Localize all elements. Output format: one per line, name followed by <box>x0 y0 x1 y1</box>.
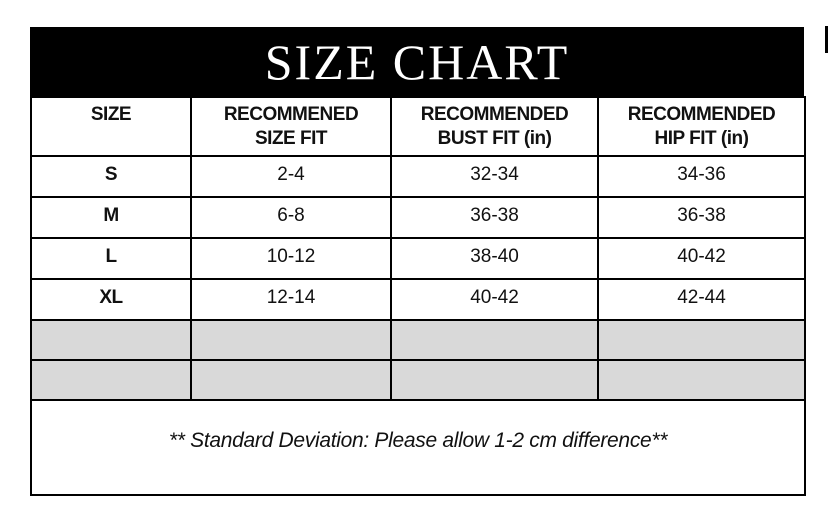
header-row: SIZE RECOMMENED SIZE FIT RECOMMENDED BUS… <box>30 96 806 157</box>
empty-cell <box>190 359 392 401</box>
table-row-m: M 6-8 36-38 36-38 <box>30 196 806 239</box>
size-label: M <box>30 196 192 239</box>
empty-cell <box>390 359 599 401</box>
empty-row <box>30 359 806 401</box>
header-line: BUST FIT (in) <box>437 128 552 149</box>
bust-fit-value: 32-34 <box>390 155 599 198</box>
bust-fit-value: 38-40 <box>390 237 599 280</box>
size-fit-value: 12-14 <box>190 278 392 321</box>
standard-deviation-note: ** Standard Deviation: Please allow 1-2 … <box>30 399 806 496</box>
header-line: RECOMMENDED <box>420 104 569 125</box>
size-chart-table: SIZE RECOMMENED SIZE FIT RECOMMENDED BUS… <box>30 96 806 496</box>
empty-cell <box>30 359 192 401</box>
hip-fit-value: 42-44 <box>597 278 806 321</box>
size-chart-title-banner: SIZE CHART <box>30 27 804 96</box>
hip-fit-value: 40-42 <box>597 237 806 280</box>
cut-off-element-edge-mark <box>825 26 828 53</box>
column-header-size-fit: RECOMMENED SIZE FIT <box>190 96 392 157</box>
size-fit-value: 10-12 <box>190 237 392 280</box>
table-row-l: L 10-12 38-40 40-42 <box>30 237 806 280</box>
header-line: SIZE <box>90 104 132 125</box>
empty-cell <box>390 319 599 361</box>
empty-cell <box>597 359 806 401</box>
table-row-xl: XL 12-14 40-42 42-44 <box>30 278 806 321</box>
note-row: ** Standard Deviation: Please allow 1-2 … <box>30 399 806 496</box>
table-row-s: S 2-4 32-34 34-36 <box>30 155 806 198</box>
bust-fit-value: 36-38 <box>390 196 599 239</box>
column-header-hip-fit: RECOMMENDED HIP FIT (in) <box>597 96 806 157</box>
hip-fit-value: 34-36 <box>597 155 806 198</box>
column-header-size: SIZE <box>30 96 192 157</box>
empty-cell <box>190 319 392 361</box>
header-line: RECOMMENED <box>223 104 359 125</box>
empty-cell <box>597 319 806 361</box>
size-label: S <box>30 155 192 198</box>
header-line: HIP FIT (in) <box>654 128 749 149</box>
header-line: SIZE FIT <box>255 128 328 149</box>
size-label: L <box>30 237 192 280</box>
bust-fit-value: 40-42 <box>390 278 599 321</box>
column-header-bust-fit: RECOMMENDED BUST FIT (in) <box>390 96 599 157</box>
header-line: RECOMMENDED <box>627 104 776 125</box>
hip-fit-value: 36-38 <box>597 196 806 239</box>
empty-row <box>30 319 806 361</box>
size-fit-value: 6-8 <box>190 196 392 239</box>
size-label: XL <box>30 278 192 321</box>
size-fit-value: 2-4 <box>190 155 392 198</box>
page-title: SIZE CHART <box>264 33 570 90</box>
empty-cell <box>30 319 192 361</box>
